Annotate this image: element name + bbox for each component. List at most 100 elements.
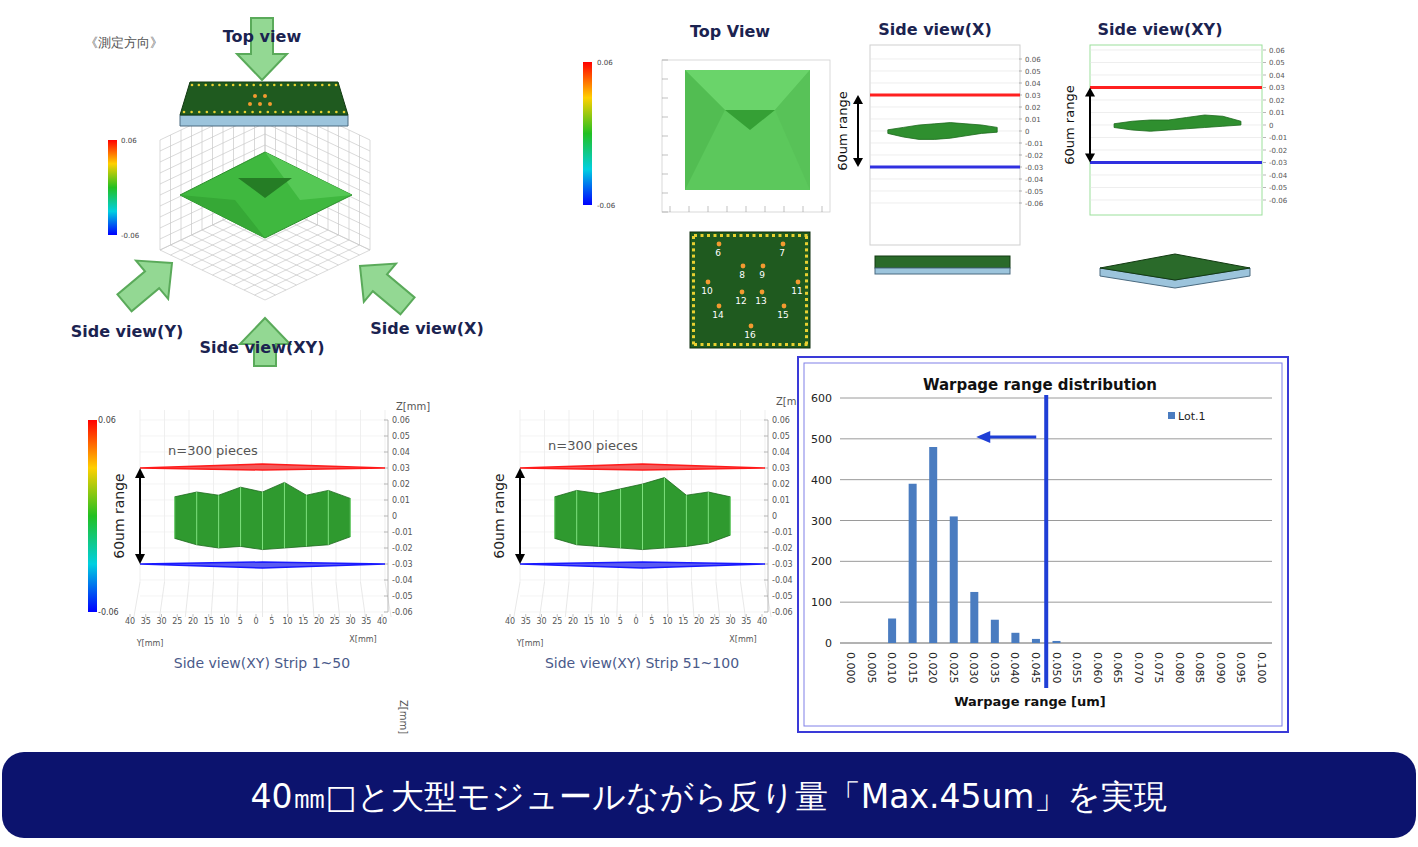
axis-tick: [1263, 62, 1266, 63]
board-pad: [692, 255, 695, 258]
axis-label: Z[mm]: [398, 700, 409, 734]
axis-label: Y[mm]: [516, 639, 544, 648]
axis-tick: [1263, 75, 1266, 76]
board-pad: [297, 111, 300, 114]
axis-tick: [708, 206, 709, 212]
axis-tick: [1263, 200, 1266, 201]
board-pad: [343, 111, 346, 114]
axis-tick: [662, 155, 668, 156]
board-pad: [692, 335, 695, 338]
board-label: 15: [777, 310, 788, 320]
board-pad: [785, 343, 788, 346]
x-tick-label: 35: [361, 617, 371, 626]
board-pad: [805, 298, 808, 301]
z-tick-label: 0.05: [772, 432, 790, 441]
bar: [1032, 639, 1040, 643]
bar: [1155, 643, 1163, 644]
grid-line: [840, 602, 1272, 603]
grid-line: [1090, 162, 1262, 163]
x-tick-label: 20: [188, 617, 198, 626]
board-pad: [305, 111, 308, 114]
z-tick-label: -0.05: [1269, 184, 1287, 192]
axis-tick: [1263, 112, 1266, 113]
x-tick-label: 5: [238, 617, 243, 626]
x-tick-label: 20: [314, 617, 324, 626]
z-tick-label: 0.02: [1269, 97, 1285, 105]
z-tick-label: -0.02: [392, 544, 413, 553]
axis-tick: [765, 206, 766, 212]
plot-frame: [870, 45, 1020, 245]
z-tick-label: -0.03: [1269, 159, 1287, 167]
board-pad: [287, 84, 290, 87]
z-tick-label: -0.05: [1025, 188, 1043, 196]
axis-tick: [1263, 87, 1266, 88]
wall-grid: [349, 130, 350, 240]
board-pad: [251, 111, 254, 114]
board-pad: [805, 341, 808, 344]
z-axis: [388, 420, 389, 612]
direction-arrow: [344, 247, 424, 325]
axis-tick: [1263, 125, 1266, 126]
z-tick-label: -0.01: [392, 528, 413, 537]
axis-tick: [662, 98, 668, 99]
grid-line: [870, 203, 1020, 204]
board-pad: [198, 111, 201, 114]
z-tick-label: -0.01: [1269, 134, 1287, 142]
board-pad: [206, 111, 209, 114]
axis-tick: [1263, 50, 1266, 51]
axis-tick: [727, 206, 728, 212]
range-arrow: [1089, 90, 1091, 161]
axis-tick: [1019, 179, 1022, 180]
board-pad: [692, 261, 695, 264]
grid-line: [870, 143, 1020, 144]
board-pad: [692, 317, 695, 320]
z-tick-label: 0: [1025, 128, 1029, 136]
chart-border: [798, 357, 1288, 732]
board-label: 13: [755, 296, 766, 306]
warp-facet: [686, 495, 687, 546]
x-tick-label: 0.080: [1173, 652, 1186, 684]
grid-line: [870, 119, 1020, 120]
board-pad: [307, 84, 310, 87]
axis-tick: [1019, 191, 1022, 192]
board-pad: [692, 304, 695, 307]
axis-tick: [662, 117, 668, 118]
sample-label: n=300 pieces: [548, 438, 638, 453]
range-arrowhead: [515, 554, 525, 564]
board-pad: [740, 234, 743, 237]
board-pad: [294, 84, 297, 87]
board-pad: [274, 111, 277, 114]
x-tick-label: 15: [204, 617, 214, 626]
range-arrowhead: [1085, 154, 1095, 163]
bar: [1217, 643, 1225, 644]
axis-tick: [1019, 143, 1022, 144]
y-tick-label: 500: [811, 433, 832, 446]
range-arrowhead: [515, 468, 525, 478]
grid-line: [520, 612, 765, 613]
board-pad: [321, 84, 324, 87]
board-label: 16: [744, 330, 756, 340]
floor-grid: [244, 240, 349, 290]
board-part: [258, 102, 262, 106]
axis-tick: [662, 79, 668, 80]
top-view-surface: [685, 70, 810, 190]
board-pad: [300, 84, 303, 87]
board-pad: [779, 343, 782, 346]
board-pad: [805, 317, 808, 320]
x-tick-label: 30: [156, 617, 166, 626]
z-tick-label: 0: [772, 512, 777, 521]
board-pad: [335, 84, 338, 87]
grid-line: [1090, 62, 1262, 63]
axis-tick: [1263, 150, 1266, 151]
warp-facet: [328, 490, 329, 544]
board-pad: [183, 111, 186, 114]
floor-grid: [134, 582, 140, 617]
axis-tick: [384, 580, 388, 581]
board-pad: [805, 304, 808, 307]
axis-tick: [764, 532, 768, 533]
warp-band: [555, 478, 731, 550]
axis-tick: [764, 580, 768, 581]
axis-tick: [689, 206, 690, 212]
grid-line: [1090, 200, 1262, 201]
x-tick-label: 30: [345, 617, 355, 626]
